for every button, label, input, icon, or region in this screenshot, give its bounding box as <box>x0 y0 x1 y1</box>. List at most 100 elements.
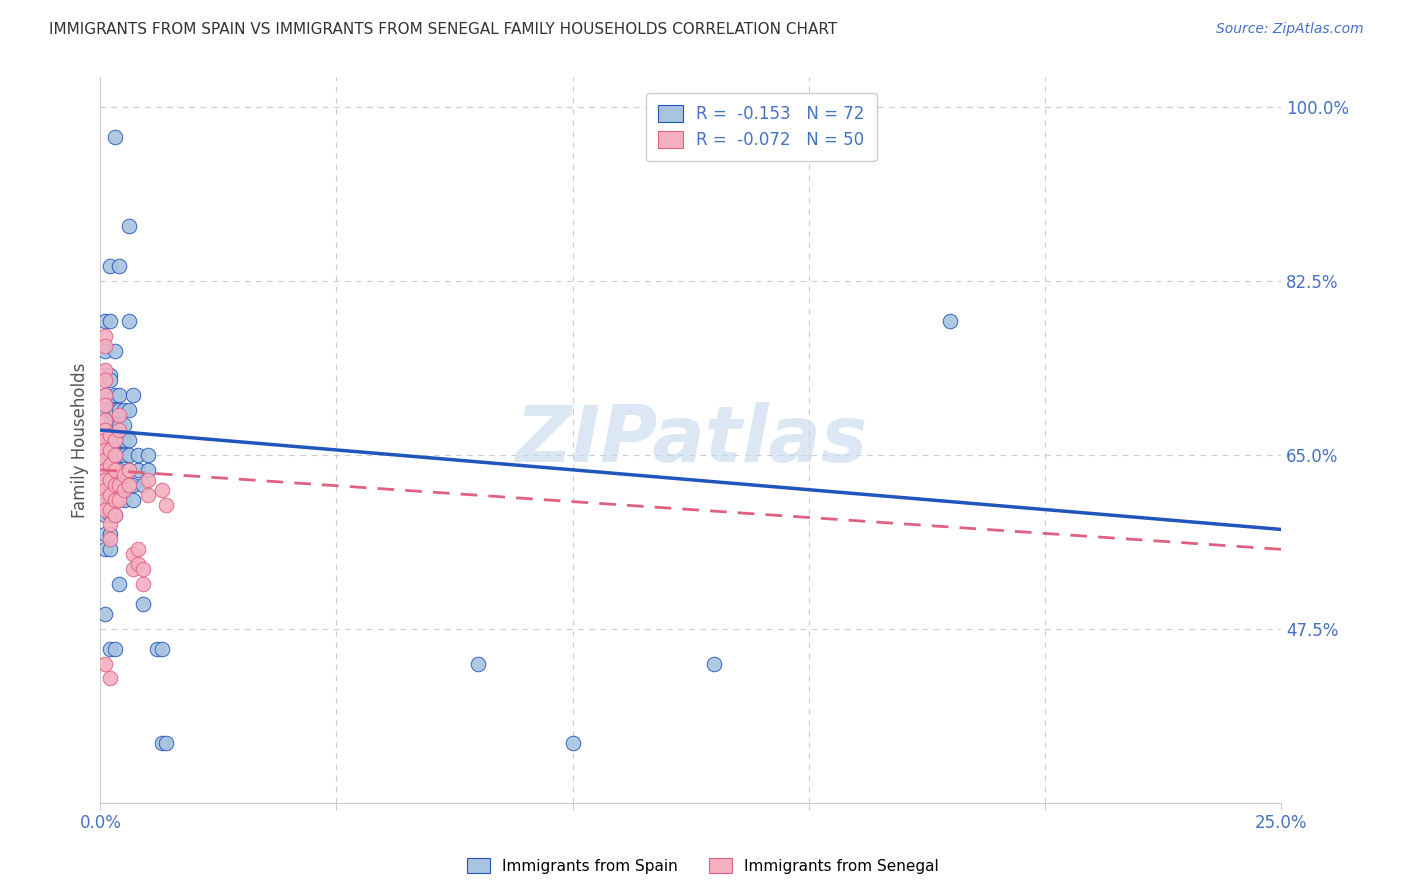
Point <box>112 477 135 491</box>
Point <box>155 736 177 750</box>
Point <box>98 517 121 532</box>
Point <box>94 368 117 383</box>
Text: IMMIGRANTS FROM SPAIN VS IMMIGRANTS FROM SENEGAL FAMILY HOUSEHOLDS CORRELATION C: IMMIGRANTS FROM SPAIN VS IMMIGRANTS FROM… <box>49 22 838 37</box>
Point <box>98 492 121 507</box>
Point <box>94 343 117 358</box>
Point <box>94 413 117 427</box>
Point <box>127 557 149 571</box>
Point <box>108 492 131 507</box>
Point <box>108 408 131 422</box>
Point <box>108 477 131 491</box>
Point <box>112 467 135 482</box>
Point <box>703 657 725 671</box>
Point <box>127 542 149 557</box>
Point <box>98 502 121 516</box>
Point <box>132 562 155 576</box>
Point <box>939 314 962 328</box>
Point <box>150 736 173 750</box>
Point <box>94 433 117 447</box>
Point <box>94 388 117 402</box>
Point <box>94 314 117 328</box>
Point <box>118 448 141 462</box>
Point <box>94 442 117 457</box>
Point <box>112 418 135 433</box>
Point <box>98 442 121 457</box>
Point <box>127 448 149 462</box>
Point <box>103 641 125 656</box>
Point <box>132 577 155 591</box>
Point <box>94 492 117 507</box>
Point <box>94 463 117 477</box>
Point <box>108 259 131 273</box>
Legend: R =  -0.153   N = 72, R =  -0.072   N = 50: R = -0.153 N = 72, R = -0.072 N = 50 <box>647 93 876 161</box>
Point <box>94 502 117 516</box>
Point <box>103 403 125 417</box>
Point <box>108 477 131 491</box>
Point <box>112 448 135 462</box>
Point <box>103 477 125 491</box>
Point <box>94 607 117 621</box>
Point <box>94 403 117 417</box>
Point <box>103 463 125 477</box>
Point <box>103 508 125 522</box>
Point <box>122 562 145 576</box>
Point <box>122 477 145 491</box>
Point <box>94 527 117 541</box>
Point <box>103 508 125 522</box>
Point <box>150 483 173 497</box>
Point <box>98 428 121 442</box>
Point <box>103 388 125 402</box>
Point <box>98 368 121 383</box>
Point <box>108 388 131 402</box>
Point <box>94 508 117 522</box>
Legend: Immigrants from Spain, Immigrants from Senegal: Immigrants from Spain, Immigrants from S… <box>461 852 945 880</box>
Point <box>94 338 117 352</box>
Point <box>94 463 117 477</box>
Point <box>94 542 117 557</box>
Point <box>103 130 125 145</box>
Point <box>118 463 141 477</box>
Point <box>103 433 125 447</box>
Point <box>155 498 177 512</box>
Point <box>108 418 131 433</box>
Point <box>103 418 125 433</box>
Point <box>118 433 141 447</box>
Point <box>94 492 117 507</box>
Point <box>98 473 121 487</box>
Point <box>98 433 121 447</box>
Point <box>94 473 117 487</box>
Point <box>108 492 131 507</box>
Point <box>94 483 117 497</box>
Point <box>118 477 141 491</box>
Point <box>118 463 141 477</box>
Point <box>108 463 131 477</box>
Point <box>94 328 117 343</box>
Point <box>108 403 131 417</box>
Point <box>98 403 121 417</box>
Point <box>94 448 117 462</box>
Point <box>94 373 117 387</box>
Point <box>98 418 121 433</box>
Point <box>112 483 135 497</box>
Point <box>98 542 121 557</box>
Point <box>94 657 117 671</box>
Point <box>98 477 121 491</box>
Point <box>108 577 131 591</box>
Point <box>98 259 121 273</box>
Point <box>132 597 155 611</box>
Point <box>98 463 121 477</box>
Point <box>98 373 121 387</box>
Y-axis label: Family Households: Family Households <box>72 362 89 517</box>
Point <box>98 314 121 328</box>
Point <box>98 488 121 502</box>
Point <box>103 463 125 477</box>
Point <box>118 219 141 234</box>
Point <box>103 492 125 507</box>
Point <box>467 657 489 671</box>
Point <box>118 477 141 491</box>
Point <box>94 423 117 437</box>
Point <box>103 343 125 358</box>
Point <box>103 433 125 447</box>
Point <box>150 641 173 656</box>
Text: Source: ZipAtlas.com: Source: ZipAtlas.com <box>1216 22 1364 37</box>
